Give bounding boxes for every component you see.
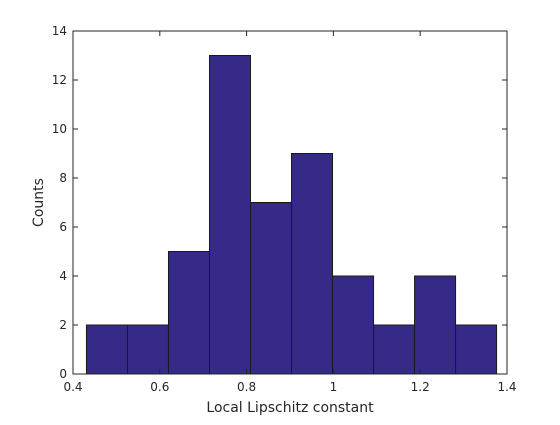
histogram-bar <box>126 324 169 375</box>
histogram-bar <box>208 55 252 375</box>
y-tick-label: 2 <box>59 318 67 332</box>
x-tick-label: 1 <box>330 380 338 394</box>
y-tick-label: 12 <box>52 73 67 87</box>
histogram-bar <box>414 275 457 375</box>
y-tick-label: 14 <box>52 24 67 38</box>
y-tick-label: 6 <box>59 220 67 234</box>
x-tick-label: 0.8 <box>237 380 256 394</box>
bars-group <box>85 55 498 375</box>
y-tick-label: 0 <box>59 367 67 381</box>
x-tick-label: 1.4 <box>497 380 516 394</box>
histogram-bar <box>250 202 293 375</box>
y-tick-label: 4 <box>59 269 67 283</box>
ticks-group: 0.4 0.6 0.8 1 1.2 1.4 0 2 4 6 8 10 12 14 <box>52 24 517 394</box>
histogram-bar <box>373 324 416 375</box>
histogram-bar <box>85 324 128 375</box>
histogram-bar <box>167 251 210 375</box>
axes-box <box>72 30 508 375</box>
histogram-bar <box>291 153 334 375</box>
x-axis-label: Local Lipschitz constant <box>206 400 374 416</box>
histogram-bar <box>332 275 375 375</box>
x-tick-label: 1.2 <box>411 380 430 394</box>
y-axis-label: Counts <box>31 178 47 227</box>
y-tick-label: 8 <box>59 171 67 185</box>
x-tick-label: 0.4 <box>63 380 82 394</box>
y-tick-label: 10 <box>52 122 67 136</box>
x-tick-label: 0.6 <box>150 380 169 394</box>
histogram-bar <box>455 324 498 375</box>
